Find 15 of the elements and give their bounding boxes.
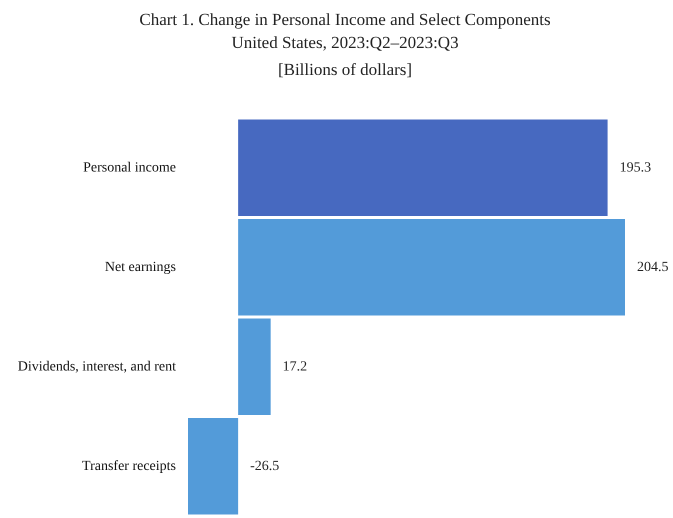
bar — [188, 418, 238, 515]
chart-subtitle: United States, 2023:Q2–2023:Q3 — [231, 33, 459, 52]
bar — [238, 318, 271, 416]
bar — [238, 218, 625, 316]
chart-title: Chart 1. Change in Personal Income and Select Components — [139, 10, 551, 29]
text: [Billions of dollars] — [278, 60, 412, 79]
y-tick-label: Personal income — [83, 160, 176, 176]
data-label: 204.5 — [637, 260, 668, 275]
data-label: -26.5 — [250, 458, 280, 474]
data-label: 195.3 — [620, 160, 652, 176]
bar — [238, 119, 608, 216]
y-tick-label: Transfer receipts — [82, 458, 176, 474]
y-tick-label: Net earnings — [104, 260, 176, 275]
y-tick-label: Dividends, interest, and rent — [18, 359, 176, 374]
data-label: 17.2 — [282, 359, 308, 374]
